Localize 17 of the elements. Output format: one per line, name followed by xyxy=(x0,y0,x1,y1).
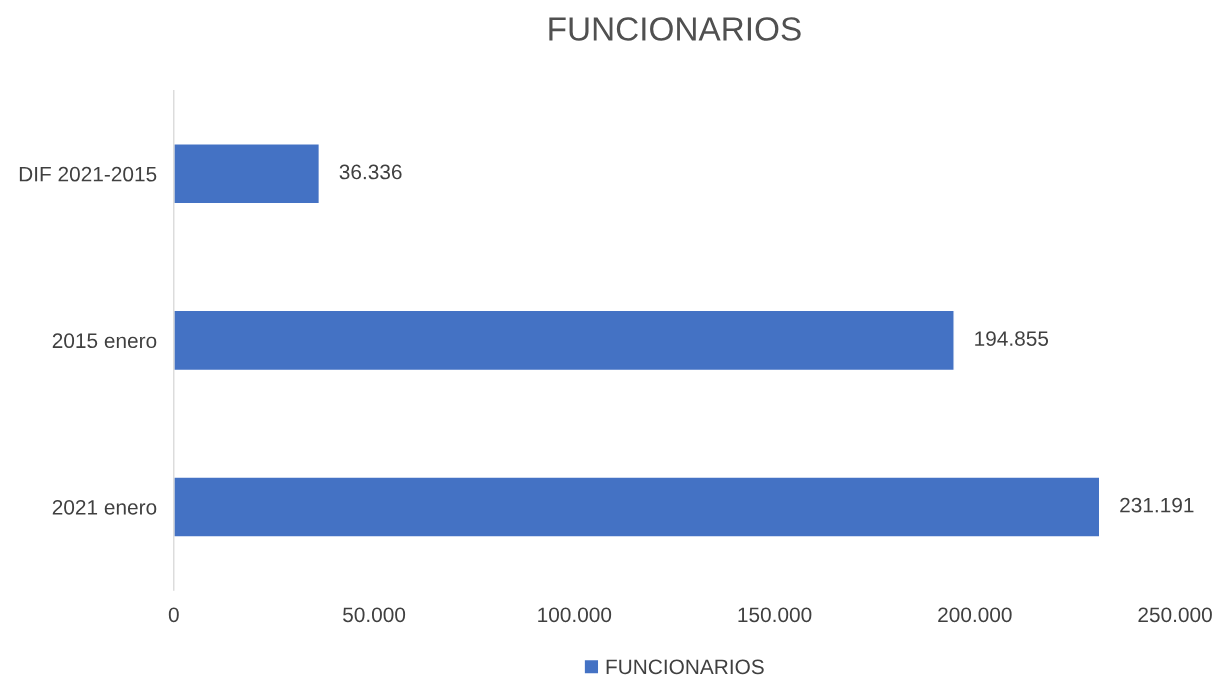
data-label: 231.191 xyxy=(1120,497,1194,513)
y-tick-label: 2021 enero xyxy=(52,499,157,515)
bar xyxy=(173,476,1101,538)
x-tick-label: 250.000 xyxy=(1138,607,1212,623)
chart-title: FUNCIONARIOS xyxy=(549,17,801,41)
data-label: 194.855 xyxy=(975,331,1049,346)
x-tick-label: 0 xyxy=(168,607,179,623)
bar xyxy=(173,143,321,205)
y-tick-label: 2015 enero xyxy=(52,333,157,349)
x-tick-label: 100.000 xyxy=(538,607,612,623)
x-tick-label: 50.000 xyxy=(343,607,406,623)
bar xyxy=(173,309,955,372)
y-tick-label: DIF 2021-2015 xyxy=(19,166,157,182)
data-label: 36.336 xyxy=(339,164,402,180)
x-tick-label: 200.000 xyxy=(938,607,1012,623)
legend-label: FUNCIONARIOS xyxy=(606,659,764,675)
x-tick-label: 150.000 xyxy=(738,607,812,623)
